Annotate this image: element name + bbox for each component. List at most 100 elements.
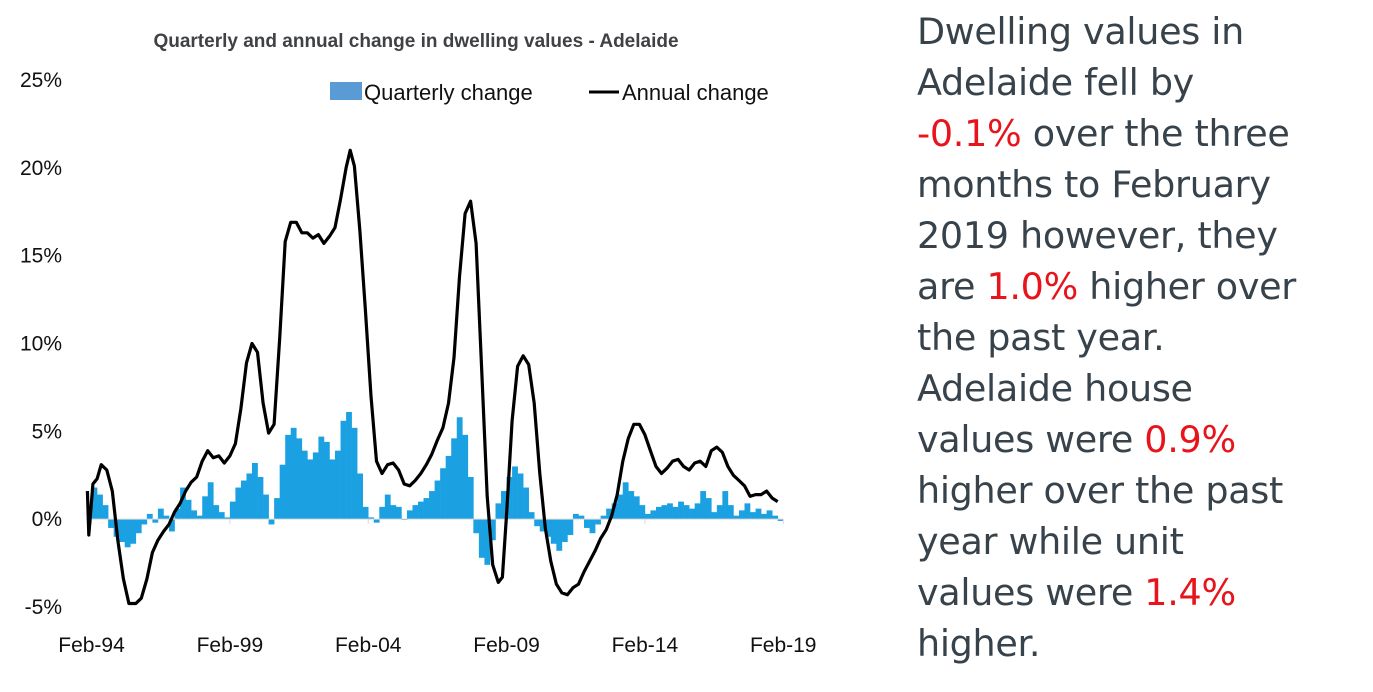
- quarterly-change-bar: [224, 517, 231, 520]
- quarterly-change-bar: [467, 477, 474, 520]
- quarterly-change-bar: [456, 417, 463, 520]
- commentary-line: higher over the past: [917, 465, 1367, 516]
- chart-svg: Quarterly and annual change in dwelling …: [20, 31, 817, 657]
- quarterly-change-bar: [711, 512, 718, 520]
- y-tick-label: 0%: [32, 508, 62, 531]
- quarterly-change-bar: [738, 510, 745, 520]
- quarterly-change-bar: [578, 515, 585, 520]
- commentary-segment: 2019 however, they: [917, 214, 1278, 257]
- quarterly-change-bar: [102, 505, 109, 520]
- quarterly-change-bar: [550, 519, 557, 544]
- quarterly-change-bar: [240, 480, 247, 520]
- quarterly-change-bar: [285, 434, 292, 520]
- quarterly-change-bar: [135, 519, 142, 534]
- quarterly-change-bar: [268, 519, 275, 525]
- quarterly-change-bar: [235, 487, 242, 520]
- quarterly-change-bar: [152, 519, 159, 523]
- quarterly-change-bar: [561, 519, 568, 543]
- chart-panel: Quarterly and annual change in dwelling …: [20, 31, 817, 657]
- quarterly-change-bar: [556, 519, 563, 551]
- quarterly-change-bar: [274, 498, 280, 520]
- quarterly-change-bar: [772, 515, 778, 520]
- chart-title: Quarterly and annual change in dwelling …: [153, 31, 678, 52]
- commentary-line: 2019 however, they: [917, 210, 1367, 261]
- x-tick-label: Feb-19: [750, 634, 817, 657]
- quarterly-change-bar: [700, 491, 707, 520]
- quarterly-change-bar: [689, 508, 695, 520]
- x-tick-marks: [91, 519, 784, 525]
- quarterly-change-bar: [572, 513, 579, 520]
- quarterly-change-bar: [761, 513, 767, 520]
- quarterly-change-bar: [639, 505, 646, 520]
- commentary-line: values were 1.4%: [917, 567, 1367, 618]
- commentary-line: the past year.: [917, 312, 1367, 363]
- quarterly-change-bar: [661, 505, 668, 520]
- quarterly-change-bar: [523, 487, 529, 520]
- quarterly-change-bar: [567, 519, 574, 535]
- quarterly-change-bar: [512, 466, 518, 520]
- quarterly-change-bar: [418, 501, 424, 520]
- quarterly-change-bar: [600, 515, 607, 520]
- commentary-segment: over the three: [1021, 112, 1290, 155]
- legend-label-annual: Annual change: [622, 80, 769, 105]
- quarterly-change-bar: [517, 473, 524, 520]
- quarterly-change-bar: [185, 499, 192, 520]
- quarterly-change-bar: [589, 519, 596, 534]
- x-tick-label: Feb-09: [473, 634, 540, 657]
- commentary-segment: the past year.: [917, 316, 1165, 359]
- y-tick-label: 20%: [20, 157, 62, 180]
- quarterly-change-bar: [595, 519, 601, 525]
- quarterly-change-bar: [722, 491, 729, 520]
- quarterly-change-bar: [650, 510, 657, 520]
- quarterly-change-bar: [169, 519, 175, 532]
- commentary-segment: Adelaide house: [917, 367, 1193, 410]
- quarterly-change-bar: [119, 519, 126, 543]
- quarterly-change-bar: [406, 510, 413, 520]
- quarterly-change-bar: [174, 508, 181, 520]
- commentary-segment: values were: [917, 418, 1145, 461]
- quarterly-change-bar: [124, 519, 131, 548]
- quarterly-change-bar: [218, 512, 225, 520]
- quarterly-change-bar: [462, 434, 469, 520]
- quarterly-change-bar: [451, 438, 458, 520]
- quarterly-change-bar: [484, 519, 491, 565]
- quarterly-change-bar: [705, 498, 712, 520]
- quarterly-change-bar: [335, 450, 341, 520]
- quarterly-change-bar: [506, 477, 513, 520]
- quarterly-change-bar: [766, 510, 773, 520]
- quarterly-change-bar: [495, 503, 502, 520]
- x-tick-label: Feb-04: [335, 634, 402, 657]
- x-tick-label: Feb-14: [612, 634, 679, 657]
- x-tick-label: Feb-94: [58, 634, 125, 657]
- commentary-segment: higher over: [1077, 265, 1297, 308]
- quarterly-change-bar: [263, 494, 269, 520]
- commentary-line: -0.1% over the three: [917, 108, 1367, 159]
- commentary-line: Adelaide house: [917, 363, 1367, 414]
- quarterly-change-bar: [191, 510, 197, 520]
- annual-change-line: [85, 148, 779, 606]
- quarterly-change-bar: [279, 464, 286, 520]
- quarterly-change-bar: [108, 519, 114, 528]
- quarterly-change-bar: [501, 491, 507, 520]
- quarterly-change-bar: [683, 505, 690, 520]
- commentary-line: are 1.0% higher over: [917, 261, 1367, 312]
- quarterly-change-bar: [434, 480, 441, 520]
- quarterly-change-bar: [644, 513, 651, 520]
- legend-label-quarterly: Quarterly change: [364, 80, 533, 105]
- quarterly-change-bar: [290, 427, 297, 520]
- quarterly-change-bar: [163, 515, 170, 520]
- quarterly-change-bar: [395, 506, 402, 520]
- quarterly-change-bar: [329, 459, 336, 520]
- quarterly-change-bar: [180, 487, 186, 520]
- quarterly-change-bar: [252, 462, 258, 520]
- quarterly-change-bar: [229, 501, 236, 520]
- commentary-line: values were 0.9%: [917, 414, 1367, 465]
- highlighted-figure: 0.9%: [1144, 418, 1236, 461]
- quarterly-change-bar: [633, 496, 640, 520]
- quarterly-change-bar: [196, 515, 203, 520]
- quarterly-change-bar: [545, 519, 552, 537]
- quarterly-change-bar: [379, 506, 386, 520]
- highlighted-figure: 1.0%: [986, 265, 1078, 308]
- commentary-line: months to February: [917, 159, 1367, 210]
- quarterly-change-bar: [312, 452, 319, 520]
